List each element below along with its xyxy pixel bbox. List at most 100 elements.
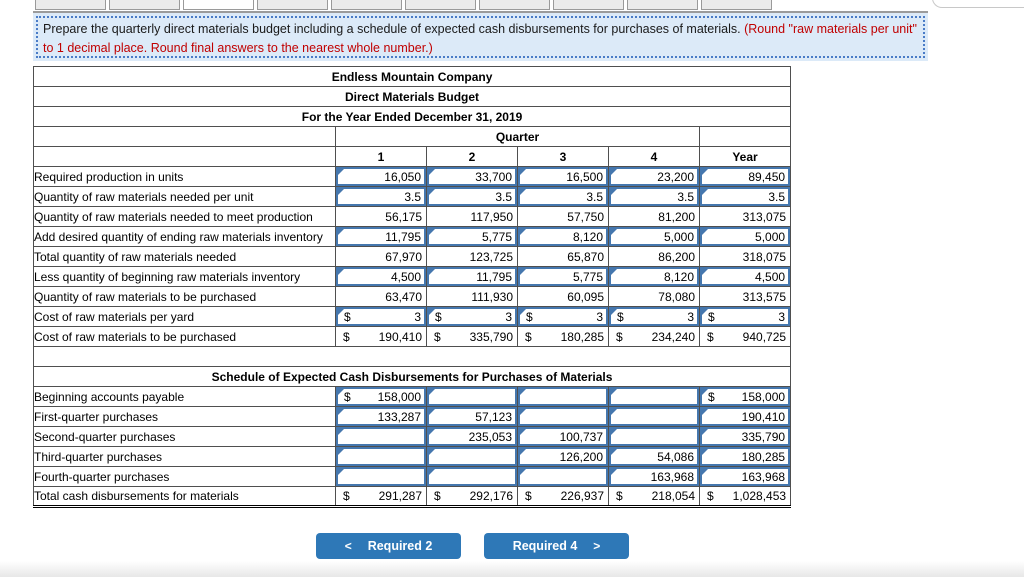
cell-value: 100,737	[559, 429, 603, 444]
input-cell[interactable]	[609, 387, 699, 406]
input-cell[interactable]	[336, 447, 426, 466]
spacer-row	[32, 346, 792, 367]
input-cell[interactable]: 5,000	[609, 227, 699, 246]
input-cell[interactable]	[427, 447, 517, 466]
requirement-tab[interactable]	[109, 0, 180, 10]
input-cell[interactable]: 126,200	[518, 447, 608, 466]
input-cell[interactable]: $158,000	[336, 387, 426, 406]
input-cell[interactable]: 16,050	[336, 167, 426, 186]
input-cell[interactable]: 33,700	[427, 167, 517, 186]
input-cell[interactable]: $3	[609, 307, 699, 326]
row-label: Beginning accounts payable	[33, 386, 336, 407]
cell-value: 63,470	[385, 289, 422, 304]
input-cell[interactable]: 5,775	[427, 227, 517, 246]
calculated-cell: 81,200	[610, 208, 699, 226]
input-cell[interactable]: 335,790	[700, 427, 790, 446]
cell-value: 3	[414, 309, 421, 324]
required-2-button[interactable]: < Required 2	[316, 533, 461, 559]
input-cell[interactable]: 235,053	[427, 427, 517, 446]
input-cell[interactable]: $3	[700, 307, 790, 326]
calculated-cell: $190,410	[337, 328, 426, 346]
calculated-cell: 78,080	[610, 288, 699, 306]
input-cell[interactable]: 3.5	[336, 187, 426, 206]
input-cell[interactable]: 54,086	[609, 447, 699, 466]
cell-value: 163,968	[650, 469, 694, 484]
dollar-sign: $	[434, 489, 441, 503]
input-cell[interactable]	[427, 467, 517, 486]
required-4-label: Required 4	[512, 539, 578, 553]
table-row: Quantity of raw materials to be purchase…	[33, 286, 792, 307]
cell-value: 86,200	[658, 249, 695, 264]
requirement-tab[interactable]	[405, 0, 476, 10]
calculated-cell: 57,750	[519, 208, 608, 226]
table-row: Quantity of raw materials needed per uni…	[33, 186, 792, 207]
requirement-tab[interactable]	[701, 0, 772, 10]
input-cell[interactable]	[518, 407, 608, 426]
input-cell[interactable]	[336, 467, 426, 486]
input-cell[interactable]: 163,968	[609, 467, 699, 486]
input-cell[interactable]: $158,000	[700, 387, 790, 406]
cell-value: 117,950	[470, 209, 514, 224]
input-cell[interactable]: 3.5	[427, 187, 517, 206]
input-cell[interactable]: $3	[427, 307, 517, 326]
calculated-cell: $1,028,453	[701, 488, 790, 504]
cell-value: 292,176	[469, 489, 513, 503]
input-cell[interactable]: 11,795	[336, 227, 426, 246]
input-cell[interactable]: 4,500	[336, 267, 426, 286]
row-label: Less quantity of beginning raw materials…	[33, 266, 336, 287]
input-cell[interactable]: 190,410	[700, 407, 790, 426]
input-cell[interactable]: 5,000	[700, 227, 790, 246]
input-cell[interactable]	[427, 387, 517, 406]
requirement-tab[interactable]	[627, 0, 698, 10]
calculated-cell: 65,870	[519, 248, 608, 266]
input-cell[interactable]: 11,795	[427, 267, 517, 286]
requirement-tab[interactable]	[257, 0, 328, 10]
input-cell[interactable]: 23,200	[609, 167, 699, 186]
input-cell[interactable]: 163,968	[700, 467, 790, 486]
input-cell[interactable]	[518, 467, 608, 486]
input-cell[interactable]: 8,120	[609, 267, 699, 286]
dollar-sign: $	[708, 389, 715, 404]
row-label: Total cash disbursements for materials	[33, 486, 336, 508]
input-cell[interactable]	[518, 387, 608, 406]
row-label: Quantity of raw materials to be purchase…	[33, 286, 336, 307]
table-row: Total quantity of raw materials needed 67…	[33, 246, 792, 267]
cell-value: 65,870	[567, 249, 604, 264]
cell-value: 180,285	[560, 329, 604, 344]
requirement-tab[interactable]	[35, 0, 106, 10]
input-cell[interactable]	[336, 427, 426, 446]
requirement-tab[interactable]	[479, 0, 550, 10]
cell-value: 33,700	[475, 169, 512, 184]
required-2-label: Required 2	[367, 539, 433, 553]
input-cell[interactable]: 3.5	[609, 187, 699, 206]
input-cell[interactable]: 89,450	[700, 167, 790, 186]
input-cell[interactable]: 5,775	[518, 267, 608, 286]
table-row: Less quantity of beginning raw materials…	[33, 266, 792, 287]
input-cell[interactable]	[609, 407, 699, 426]
required-4-button[interactable]: Required 4 >	[484, 533, 629, 559]
input-cell[interactable]: $3	[336, 307, 426, 326]
input-cell[interactable]: 8,120	[518, 227, 608, 246]
requirement-tab[interactable]	[183, 0, 254, 10]
dollar-sign: $	[616, 329, 623, 344]
input-cell[interactable]: 4,500	[700, 267, 790, 286]
input-cell[interactable]: 133,287	[336, 407, 426, 426]
input-cell[interactable]: 180,285	[700, 447, 790, 466]
input-cell[interactable]: 100,737	[518, 427, 608, 446]
input-cell[interactable]: 3.5	[700, 187, 790, 206]
input-cell[interactable]	[609, 427, 699, 446]
bottom-fade	[0, 561, 1024, 577]
cell-value: 60,095	[567, 289, 604, 304]
table-row: Total cash disbursements for materials $2…	[33, 486, 792, 508]
input-cell[interactable]: 16,500	[518, 167, 608, 186]
table-row: Cost of raw materials per yard $3 $3 $3 $3 $3	[33, 306, 792, 327]
requirement-tab[interactable]	[553, 0, 624, 10]
input-cell[interactable]: 3.5	[518, 187, 608, 206]
row-label: Fourth-quarter purchases	[33, 466, 336, 487]
instruction-text-red: (Round "raw materials per unit" to 1 dec…	[43, 22, 917, 55]
cell-value: 190,410	[378, 329, 422, 344]
cell-value: 163,968	[741, 469, 786, 484]
input-cell[interactable]: $3	[518, 307, 608, 326]
requirement-tab[interactable]	[331, 0, 402, 10]
input-cell[interactable]: 57,123	[427, 407, 517, 426]
